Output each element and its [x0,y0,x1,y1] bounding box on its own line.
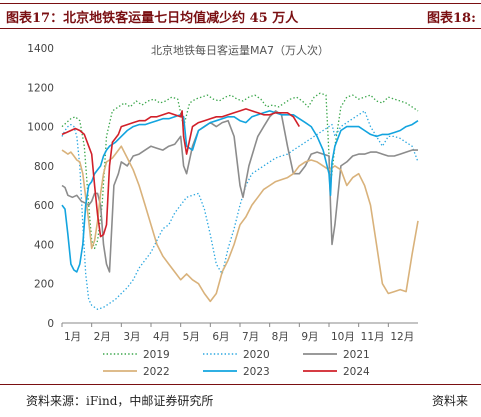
x-tick-label: 6月 [212,331,229,343]
legend-label-2020: 2020 [243,349,270,361]
legend-label-2023: 2023 [243,366,270,378]
footer-rule [0,384,481,385]
series-line-2022 [61,145,419,303]
x-tick-label: 1月 [64,331,81,343]
x-tick-label: 10月 [331,331,355,343]
y-tick-label: 200 [34,279,54,291]
x-tick-label: 11月 [361,331,385,343]
series-line-2023 [61,110,419,273]
series-line-2020 [61,110,419,310]
legend-label-2021: 2021 [343,349,370,361]
x-tick-label: 2月 [94,331,111,343]
y-tick-label: 1400 [27,43,54,55]
y-tick-label: 800 [34,161,54,173]
x-tick-label: 7月 [242,331,259,343]
figure-title: 图表17：北京地铁客运量七日均值减少约 45 万人 [6,11,299,26]
header-rule-bottom [0,28,481,29]
x-tick-label: 12月 [390,331,414,343]
series-line-2021 [61,110,418,273]
chart-title: 北京地铁每日客运量MA7（万人次） [151,43,329,57]
y-tick-label: 1000 [27,122,54,134]
y-tick-label: 600 [34,200,54,212]
x-tick-label: 8月 [272,331,289,343]
figure-title-next: 图表18: [427,11,476,26]
header-rule-top [0,3,481,4]
x-tick-label: 3月 [123,331,140,343]
legend-label-2019: 2019 [143,349,170,361]
line-chart: 北京地铁每日客运量MA7（万人次） 0 200 400 600 800 1000 1200 14… [27,43,419,378]
y-tick-label: 400 [34,239,54,251]
x-tick-label: 9月 [301,331,318,343]
legend-label-2024: 2024 [343,366,370,378]
y-tick-label: 1200 [27,82,54,94]
series-line-2024 [61,108,300,238]
y-tick-label: 0 [47,318,54,330]
legend-label-2022: 2022 [143,366,170,378]
series-line-2019 [61,92,419,250]
source-note-next: 资料来 [432,394,469,408]
x-tick-label: 4月 [153,331,170,343]
source-note: 资料来源：iFind，中邮证券研究所 [26,394,214,408]
x-tick-label: 5月 [183,331,200,343]
